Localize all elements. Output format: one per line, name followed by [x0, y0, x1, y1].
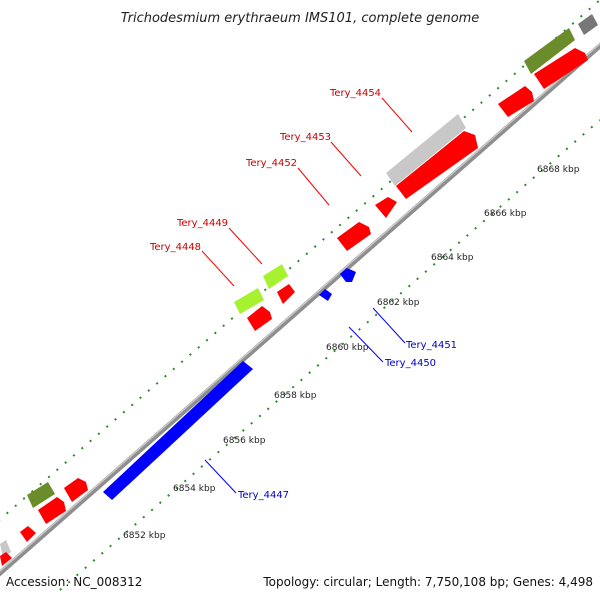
feature-cds-tery-4449 [337, 222, 371, 251]
tick-label: 6860 kbp [326, 343, 369, 353]
feature-cds-left-4 [0, 552, 12, 566]
feature-rna-dark-left [27, 482, 55, 508]
gene-label: Tery_4453 [279, 132, 331, 143]
genome-backbone [0, 42, 600, 577]
feature-rna-dark-top [524, 28, 575, 74]
tick-label: 6868 kbp [537, 165, 580, 175]
gene-labels: Tery_4454 Tery_4453 Tery_4452 Tery_4449 … [149, 88, 457, 501]
gene-label: Tery_4449 [176, 218, 228, 229]
kbp-tick-labels: 6852 kbp 6854 kbp 6856 kbp 6858 kbp 6860… [123, 165, 580, 541]
feature-cds-left-1 [64, 478, 88, 502]
tick-label: 6852 kbp [123, 531, 166, 541]
feature-cds-tery-4452 [375, 197, 397, 218]
feature-other-top [578, 14, 598, 35]
feature-other-left [0, 540, 11, 558]
feature-other-mid [386, 114, 466, 186]
tick-label: 6854 kbp [173, 484, 216, 494]
feature-cds-left-3 [20, 526, 36, 542]
gene-label: Tery_4452 [245, 158, 297, 169]
tick-label: 6856 kbp [223, 436, 266, 446]
tick-label: 6866 kbp [484, 209, 527, 219]
gene-label: Tery_4448 [149, 242, 201, 253]
gene-label: Tery_4451 [405, 340, 457, 351]
feature-rna-light-1 [234, 288, 264, 314]
features [0, 14, 598, 566]
gene-label: Tery_4450 [384, 358, 436, 369]
gene-label: Tery_4454 [329, 88, 381, 99]
feature-cds-tery-4453 [396, 131, 478, 199]
feature-cds-top-1 [534, 48, 588, 89]
feature-cds-tery-4447 [103, 361, 253, 500]
tick-track-upper [0, 0, 600, 521]
feature-cds-tery-4450 [319, 289, 332, 301]
tick-track-lower [59, 119, 600, 591]
feature-cds-top-2 [498, 86, 534, 117]
tick-label: 6858 kbp [274, 391, 317, 401]
feature-rna-light-2 [263, 264, 288, 289]
feature-cds-tery-4448 [247, 306, 272, 331]
genome-summary-text: Topology: circular; Length: 7,750,108 bp… [262, 575, 593, 589]
feature-cds-tery-4448-a [277, 284, 295, 304]
accession-text: Accession: NC_008312 [6, 575, 142, 589]
map-title: Trichodesmium erythraeum IMS101, complet… [121, 11, 480, 26]
label-leaders [201, 97, 413, 494]
gene-label: Tery_4447 [237, 490, 289, 501]
feature-cds-left-2 [38, 497, 66, 524]
tick-label: 6862 kbp [377, 298, 420, 308]
tick-label: 6864 kbp [431, 253, 474, 263]
feature-cds-tery-4451 [340, 268, 356, 282]
